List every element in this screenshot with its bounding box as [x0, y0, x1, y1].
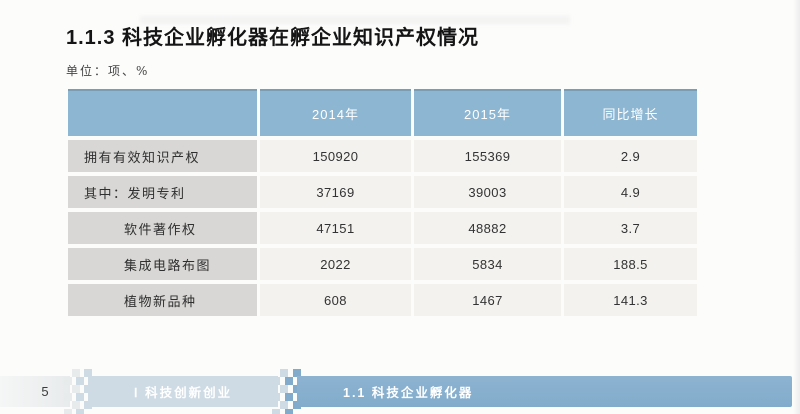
row-label: 软件著作权 [68, 212, 257, 244]
cell-2014: 37169 [260, 176, 411, 208]
header-cell-growth: 同比增长 [564, 89, 697, 136]
table-row: 拥有有效知识产权 150920 155369 2.9 [68, 140, 697, 172]
footer-puzzle-pixels-mid-right [272, 369, 288, 414]
cell-2014: 150920 [260, 140, 411, 172]
cell-2015: 155369 [414, 140, 561, 172]
footer-section-bar [297, 376, 792, 407]
row-label: 拥有有效知识产权 [68, 140, 257, 172]
row-label: 集成电路布图 [68, 248, 257, 280]
table-row: 其中：发明专利 37169 39003 4.9 [68, 176, 697, 208]
table-row: 植物新品种 608 1467 141.3 [68, 284, 697, 316]
ip-statistics-table: 2014年 2015年 同比增长 拥有有效知识产权 150920 155369 … [68, 89, 697, 316]
cell-2015: 39003 [414, 176, 561, 208]
table-header-row: 2014年 2015年 同比增长 [68, 89, 697, 136]
table-row: 集成电路布图 2022 5834 188.5 [68, 248, 697, 280]
cell-growth: 141.3 [564, 284, 697, 316]
cell-2014: 47151 [260, 212, 411, 244]
unit-note: 单位：项、% [66, 64, 150, 78]
cell-growth: 2.9 [564, 140, 697, 172]
cell-2014: 2022 [260, 248, 411, 280]
footer-page-number-bar [0, 376, 70, 407]
footer-part-bar: Ⅰ 科技创新创业 [88, 376, 278, 407]
cell-2015: 1467 [414, 284, 561, 316]
cell-2014: 608 [260, 284, 411, 316]
header-cell-2014: 2014年 [260, 89, 411, 136]
section-title: 1.1.3 科技企业孵化器在孵企业知识产权情况 [66, 27, 480, 49]
row-label: 其中：发明专利 [68, 176, 257, 208]
cell-2015: 48882 [414, 212, 561, 244]
page-number: 5 [41, 384, 49, 399]
header-cell-blank [68, 89, 257, 136]
cell-2015: 5834 [414, 248, 561, 280]
cell-growth: 4.9 [564, 176, 697, 208]
header-cell-2015: 2015年 [414, 89, 561, 136]
footer-section-label: 1.1 科技企业孵化器 [343, 386, 474, 400]
page-scan-edge-shadow [793, 0, 800, 414]
cell-growth: 188.5 [564, 248, 697, 280]
row-label: 植物新品种 [68, 284, 257, 316]
table-row: 软件著作权 47151 48882 3.7 [68, 212, 697, 244]
cell-growth: 3.7 [564, 212, 697, 244]
page-bleed-through-artifact [140, 16, 570, 24]
